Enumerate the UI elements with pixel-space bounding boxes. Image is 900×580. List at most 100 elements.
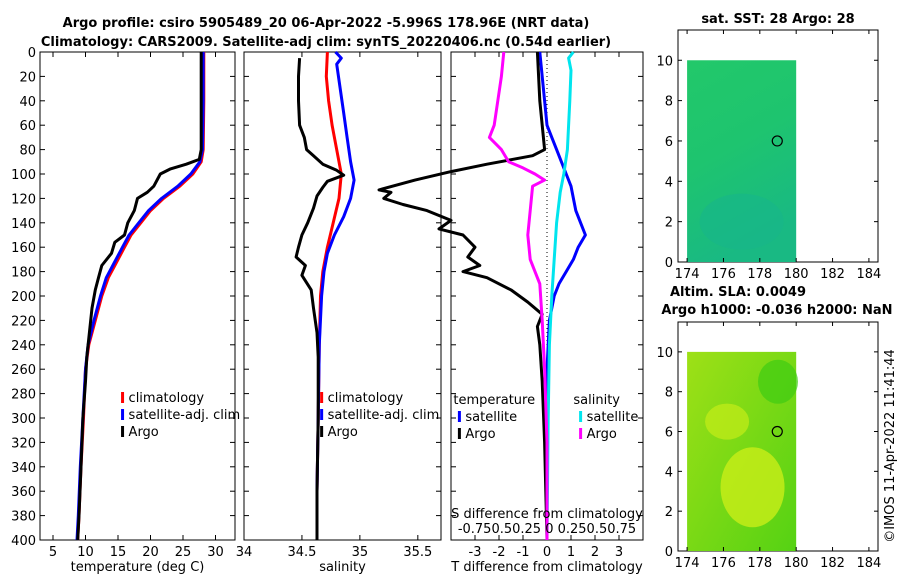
- x-tick-label: 34.5: [287, 545, 316, 560]
- legend-group-title: salinity: [573, 393, 620, 408]
- sla-high-patch: [720, 447, 785, 528]
- x-tick-label: 174: [675, 267, 700, 282]
- profile-panel-salinity: 34 34.5 35 35.5 salinity climatology satellite…: [236, 50, 442, 575]
- argo-location-marker: [771, 135, 783, 147]
- sla-low-patch: [758, 359, 798, 404]
- x-tick-label: 10: [77, 545, 94, 560]
- x-tick-label: 176: [711, 556, 736, 571]
- figure-title-line2: Climatology: CARS2009. Satellite-adj cli…: [41, 35, 611, 50]
- y-tick-label: 4: [665, 465, 673, 480]
- legend-label: Argo: [465, 427, 495, 442]
- y-tick-label: 8: [665, 386, 673, 401]
- x-axis-label: temperature (deg C): [71, 560, 205, 575]
- x-tick-label: 34: [236, 545, 253, 560]
- y-tick-label: 100: [11, 168, 36, 183]
- x-tick-label: 176: [711, 267, 736, 282]
- legend-label: satellite-adj. clim: [129, 408, 241, 423]
- x-tick-label: 178: [747, 267, 772, 282]
- x-tick-label: 182: [820, 556, 845, 571]
- plot-frame: [243, 51, 442, 541]
- y-tick-label: 340: [11, 461, 36, 476]
- y-tick-label: 380: [11, 510, 36, 525]
- x-tick-label: -3: [469, 545, 482, 560]
- series-line-salinity-satellite: [545, 51, 575, 541]
- y-tick-label: 0: [665, 256, 673, 271]
- x-tick-label: 15: [110, 545, 127, 560]
- y-tick-label: 10: [656, 54, 673, 69]
- y-tick-label: 80: [19, 144, 36, 159]
- y-tick-label: 180: [11, 266, 36, 281]
- x-tick-label: 20: [142, 545, 159, 560]
- watermark: ©IMOS 11-Apr-2022 11:41:44: [883, 349, 898, 543]
- x-tick-label: 180: [784, 556, 809, 571]
- x-tick-label: 35.5: [403, 545, 432, 560]
- map-panel-sst_map: 174 176 178 180 182 184 0 2 4 6 8 10 sat. SST: 28 Ar…: [656, 12, 881, 282]
- x-axis-label: T difference from climatology: [450, 560, 643, 575]
- y-tick-label: 8: [665, 95, 673, 110]
- y-tick-label: 40: [19, 95, 36, 110]
- y-tick-label: 120: [11, 192, 36, 207]
- x-tick-label: -1: [517, 545, 530, 560]
- y-tick-label: 240: [11, 339, 36, 354]
- y-tick-label: 400: [11, 534, 36, 549]
- x-tick-label: 0: [543, 545, 551, 560]
- series-line-salinity-argo: [487, 51, 549, 540]
- legend-label: Argo: [587, 427, 617, 442]
- y-tick-label: 360: [11, 485, 36, 500]
- y-tick-label: 60: [19, 119, 36, 134]
- legend-label: satellite: [465, 410, 517, 425]
- x-tick-label: 180: [784, 267, 809, 282]
- legend-label: satellite: [587, 410, 639, 425]
- legend-label: climatology: [328, 391, 404, 406]
- y-tick-label: 2: [665, 505, 673, 520]
- x-tick-label: 25: [175, 545, 192, 560]
- map-title: Altim. SLA: 0.0049: [670, 285, 806, 300]
- x-tick-label: -2: [493, 545, 506, 560]
- series-line-argo: [294, 58, 346, 540]
- x-tick-label: 3: [615, 545, 623, 560]
- y-tick-label: 4: [665, 175, 673, 190]
- map-title: sat. SST: 28 Argo: 28: [701, 12, 854, 27]
- y-tick-label: 0: [28, 46, 36, 61]
- s-axis-label: S difference from climatology: [451, 507, 643, 522]
- legend-label: climatology: [129, 391, 205, 406]
- x-tick-label: 1: [567, 545, 575, 560]
- x-tick-label: 182: [820, 267, 845, 282]
- legend-label: Argo: [129, 425, 159, 440]
- y-tick-label: 0: [665, 545, 673, 560]
- y-tick-label: 140: [11, 217, 36, 232]
- y-tick-label: 10: [656, 346, 673, 361]
- sst-cool-patch: [699, 193, 784, 250]
- x-tick-label: 184: [856, 556, 881, 571]
- legend-label: satellite-adj. clim: [328, 408, 440, 423]
- x-tick-label: 35: [352, 545, 369, 560]
- x-tick-label: 174: [675, 556, 700, 571]
- y-tick-label: 220: [11, 314, 36, 329]
- map-subtitle: Argo h1000: -0.036 h2000: NaN: [661, 303, 892, 318]
- s-axis-tick-labels: -0.750.50.25 0 0.250.50.75: [458, 522, 636, 537]
- y-tick-label: 160: [11, 241, 36, 256]
- x-tick-label: 178: [747, 556, 772, 571]
- y-tick-label: 280: [11, 388, 36, 403]
- y-tick-label: 6: [665, 135, 673, 150]
- y-tick-label: 300: [11, 412, 36, 427]
- figure-title-line1: Argo profile: csiro 5905489_20 06-Apr-20…: [63, 16, 590, 31]
- x-tick-label: 5: [49, 545, 57, 560]
- x-tick-label: 2: [591, 545, 599, 560]
- x-tick-label: 184: [856, 267, 881, 282]
- legend-group-title: temperature: [453, 393, 535, 408]
- y-tick-label: 320: [11, 436, 36, 451]
- y-tick-label: 2: [665, 216, 673, 231]
- y-tick-label: 260: [11, 363, 36, 378]
- legend-label: Argo: [328, 425, 358, 440]
- sla-high-patch: [705, 403, 750, 440]
- y-tick-label: 20: [19, 70, 36, 85]
- argo-location-marker: [771, 425, 783, 438]
- x-axis-label: salinity: [319, 560, 366, 575]
- x-tick-label: 30: [207, 545, 224, 560]
- y-tick-label: 200: [11, 290, 36, 305]
- profile-panel-differences: -3 -2 -1 0 1 2 3T difference from climatology t…: [377, 51, 644, 575]
- y-tick-label: 6: [665, 426, 673, 441]
